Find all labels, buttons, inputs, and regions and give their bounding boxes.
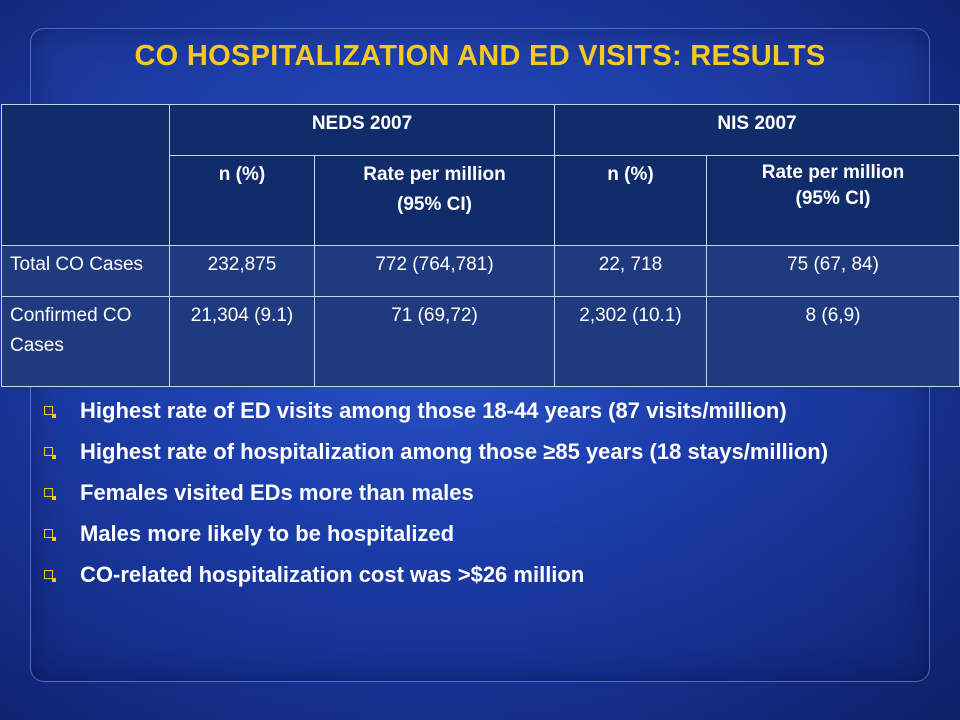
column-header-line: Rate per million — [363, 163, 506, 185]
list-item: Males more likely to be hospitalized — [44, 517, 904, 550]
table-row: Confirmed CO Cases 21,304 (9.1) 71 (69,7… — [1, 295, 960, 388]
column-header-line: n (%) — [218, 163, 266, 185]
column-header-line: Rate per million — [761, 161, 905, 183]
hollow-square-bullet-icon — [44, 406, 56, 418]
column-header-line: (95% CI) — [397, 193, 472, 215]
table-cell: 2,302 (10.1) — [554, 295, 707, 388]
column-header-line: n (%) — [607, 163, 654, 185]
table-cell: 22, 718 — [554, 244, 707, 297]
table-column-header-row: n (%) Rate per million (95% CI) n (%) Ra… — [2, 154, 960, 246]
list-item: Highest rate of hospitalization among th… — [44, 435, 904, 468]
column-header-nis-rate: Rate per million (95% CI) — [705, 154, 960, 246]
list-item: Females visited EDs more than males — [44, 476, 904, 509]
slide-title: CO HOSPITALIZATION AND ED VISITS: RESULT… — [134, 40, 826, 72]
list-item: CO-related hospitalization cost was >$26… — [44, 558, 904, 591]
column-header-nis-n: n (%) — [554, 154, 707, 246]
column-header-line: (95% CI) — [795, 187, 871, 209]
table-cell: 71 (69,72) — [314, 295, 555, 388]
hollow-square-bullet-icon — [44, 570, 56, 582]
group-header-neds: NEDS 2007 — [169, 104, 555, 156]
table-cell: 21,304 (9.1) — [169, 295, 315, 388]
table-corner-cell — [1, 104, 170, 246]
table-cell: 8 (6,9) — [705, 295, 960, 388]
bullet-text: Highest rate of ED visits among those 18… — [80, 398, 787, 423]
row-label: Confirmed CO Cases — [1, 295, 170, 388]
group-header-nis: NIS 2007 — [553, 104, 960, 156]
bullet-text: Highest rate of hospitalization among th… — [80, 439, 829, 464]
table-row: Total CO Cases 232,875 772 (764,781) 22,… — [1, 244, 960, 297]
hollow-square-bullet-icon — [44, 529, 56, 541]
column-header-neds-n: n (%) — [169, 154, 315, 246]
bullet-text: Females visited EDs more than males — [80, 480, 474, 505]
row-label: Total CO Cases — [1, 244, 170, 297]
column-header-neds-rate: Rate per million (95% CI) — [314, 154, 555, 246]
table-cell: 75 (67, 84) — [705, 244, 960, 297]
table-cell: 772 (764,781) — [314, 244, 555, 297]
hollow-square-bullet-icon — [44, 447, 56, 459]
hollow-square-bullet-icon — [44, 488, 56, 500]
table-group-header-row: NEDS 2007 NIS 2007 — [1, 104, 960, 246]
list-item: Highest rate of ED visits among those 18… — [44, 394, 904, 427]
results-table: NEDS 2007 NIS 2007 n (%) Rate per millio… — [1, 104, 960, 388]
findings-list: Highest rate of ED visits among those 18… — [44, 394, 904, 599]
table-cell: 232,875 — [169, 244, 315, 297]
bullet-text: CO-related hospitalization cost was >$26… — [80, 562, 585, 587]
bullet-text: Males more likely to be hospitalized — [80, 521, 455, 546]
